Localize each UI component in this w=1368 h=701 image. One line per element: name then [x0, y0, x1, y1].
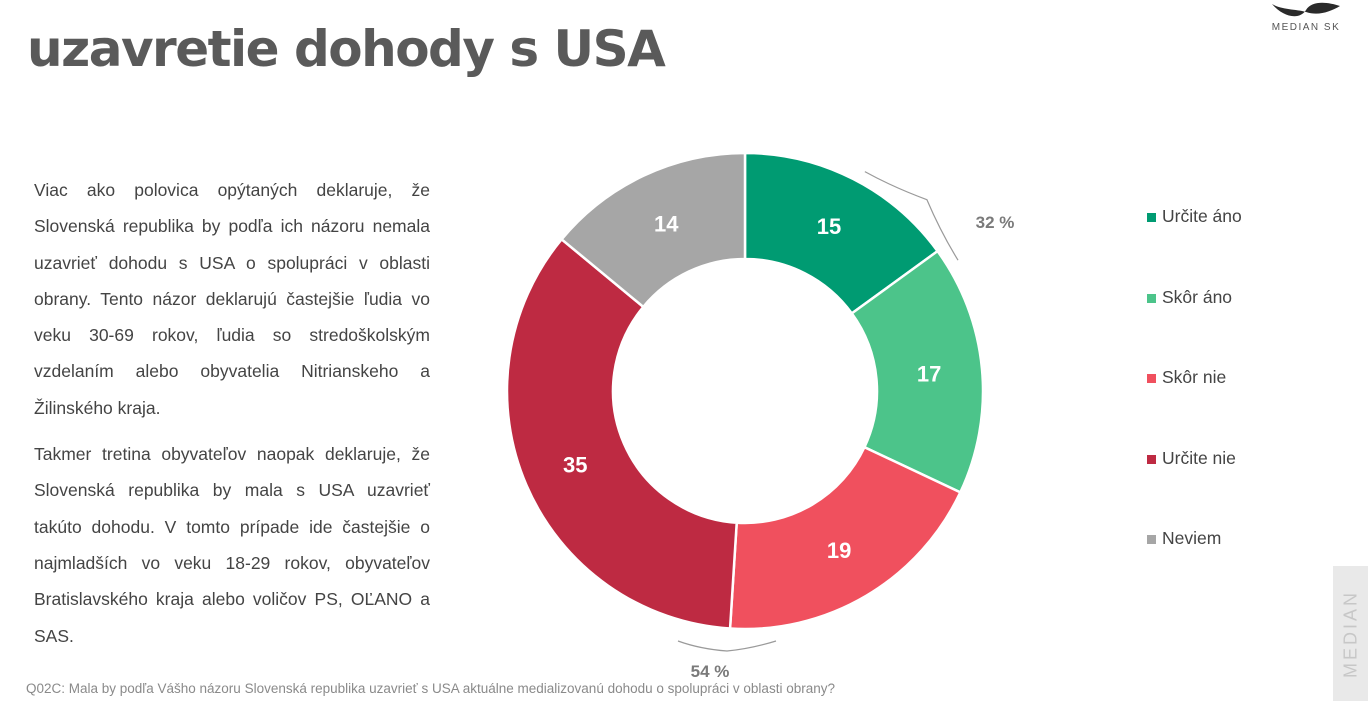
slice-urcite-ano	[743, 151, 940, 316]
data-label-urcite-ano: 15	[817, 214, 841, 239]
legend-label: Určite nie	[1162, 447, 1236, 468]
slice-skor-ano	[850, 249, 985, 494]
data-label-skor-ano: 17	[917, 362, 941, 387]
legend-label: Skôr áno	[1162, 286, 1233, 307]
data-label-urcite-nie: 35	[563, 452, 587, 477]
slice-neviem	[559, 151, 747, 309]
legend-swatch	[1147, 293, 1156, 303]
median-logo: MEDIAN SK	[1268, 0, 1340, 40]
description-text: Viac ako polovica opýtaných deklaruje, ž…	[34, 172, 430, 664]
legend-swatch	[1147, 374, 1156, 383]
bracket-annotation-top	[864, 171, 959, 261]
data-label-skor-nie: 19	[827, 538, 851, 563]
slice-skor-nie	[728, 445, 963, 631]
legend-label: Skôr nie	[1162, 367, 1227, 387]
legend-swatch	[1147, 535, 1156, 544]
paragraph-2: Takmer tretina obyvateľov naopak deklaru…	[34, 444, 430, 646]
legend-swatch	[1147, 454, 1156, 464]
page-title: uzavretie dohody s USA	[27, 20, 666, 78]
question-footnote: Q02C: Mala by podľa Vášho názoru Slovens…	[26, 681, 835, 696]
logo-text: MEDIAN SK	[1271, 22, 1341, 33]
data-label-neviem: 14	[654, 212, 679, 237]
side-brand-tab: MEDIAN	[1333, 566, 1368, 701]
paragraph-1: Viac ako polovica opýtaných deklaruje, ž…	[34, 180, 430, 418]
legend-label: Neviem	[1162, 528, 1222, 548]
slice-urcite-nie	[505, 237, 739, 630]
median-logo-mark	[1272, 2, 1340, 17]
legend-swatch	[1147, 213, 1156, 222]
annotation-label-bottom: 54 %	[691, 662, 730, 681]
side-brand-text: MEDIAN	[1340, 589, 1360, 678]
legend-label: Určite áno	[1162, 206, 1242, 226]
annotation-label-top: 32 %	[976, 213, 1015, 232]
bracket-annotation-bottom	[677, 640, 777, 652]
